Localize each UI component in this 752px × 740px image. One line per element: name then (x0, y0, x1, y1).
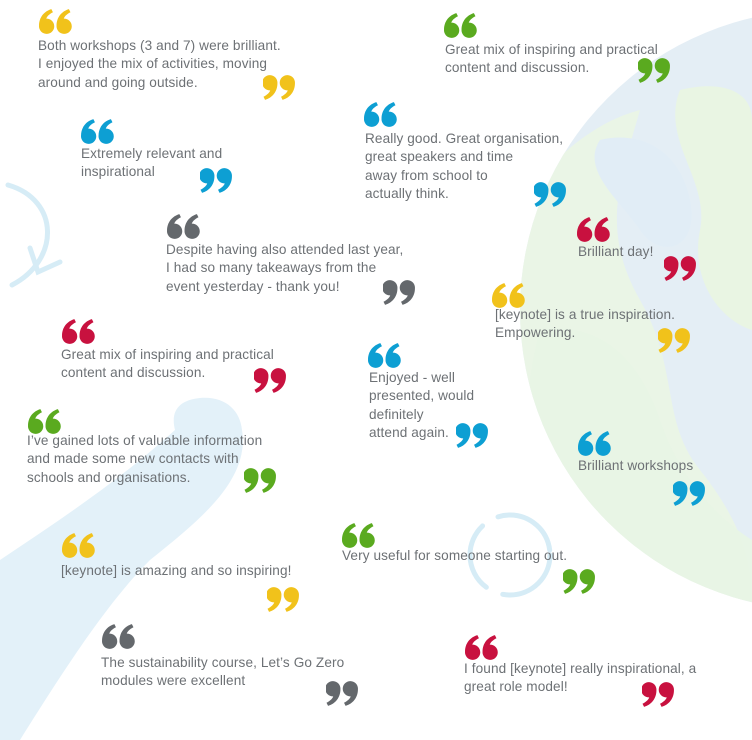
close-quote-icon (641, 682, 676, 708)
open-quote-icon (367, 342, 401, 368)
testimonial-text: Despite having also attended last year, … (166, 242, 404, 294)
testimonial-text: I found [keynote] really inspirational, … (464, 661, 697, 695)
testimonial-text: Very useful for someone starting out. (342, 548, 568, 563)
close-quote-icon (533, 182, 568, 208)
testimonial-text: Enjoyed - well presented, would definite… (369, 370, 475, 440)
open-quote-icon (166, 213, 200, 239)
close-quote-icon (253, 368, 288, 394)
close-quote-icon (562, 569, 597, 595)
testimonial-text: Both workshops (3 and 7) were brilliant.… (38, 38, 281, 90)
open-quote-icon (576, 216, 610, 242)
open-quote-icon (38, 8, 72, 34)
testimonial-text: Extremely relevant and inspirational (81, 146, 223, 180)
testimonial-text: Brilliant day! (578, 244, 654, 259)
open-quote-icon (491, 282, 525, 308)
testimonial-text: [keynote] is a true inspiration. Empower… (495, 307, 676, 341)
open-quote-icon (341, 522, 375, 548)
open-quote-icon (61, 318, 95, 344)
close-quote-icon (672, 481, 707, 507)
flask-decor (0, 397, 243, 740)
testimonial-text: Really good. Great organisation, great s… (365, 131, 564, 201)
close-quote-icon (657, 328, 692, 354)
testimonial-text: Great mix of inspiring and practical con… (445, 42, 658, 76)
open-quote-icon (577, 430, 611, 456)
close-quote-icon (266, 587, 301, 613)
open-quote-icon (80, 118, 114, 144)
close-quote-icon (637, 58, 672, 84)
open-quote-icon (61, 532, 95, 558)
open-quote-icon (464, 634, 498, 660)
open-quote-icon (27, 408, 61, 434)
testimonial-text: [keynote] is amazing and so inspiring! (61, 563, 292, 578)
testimonial-text: Great mix of inspiring and practical con… (61, 347, 274, 381)
testimonial-text: I’ve gained lots of valuable information… (27, 433, 263, 485)
testimonial-text: The sustainability course, Let’s Go Zero… (101, 655, 345, 689)
close-quote-icon (199, 168, 234, 194)
open-quote-icon (363, 101, 397, 127)
close-quote-icon (382, 280, 417, 306)
close-quote-icon (262, 75, 297, 101)
open-quote-icon (101, 623, 135, 649)
testimonial-text: Brilliant workshops (578, 458, 694, 473)
close-quote-icon (243, 468, 278, 494)
open-quote-icon (443, 12, 477, 38)
close-quote-icon (663, 256, 698, 282)
globe-illustration (520, 17, 752, 610)
close-quote-icon (325, 681, 360, 707)
close-quote-icon (455, 423, 490, 449)
